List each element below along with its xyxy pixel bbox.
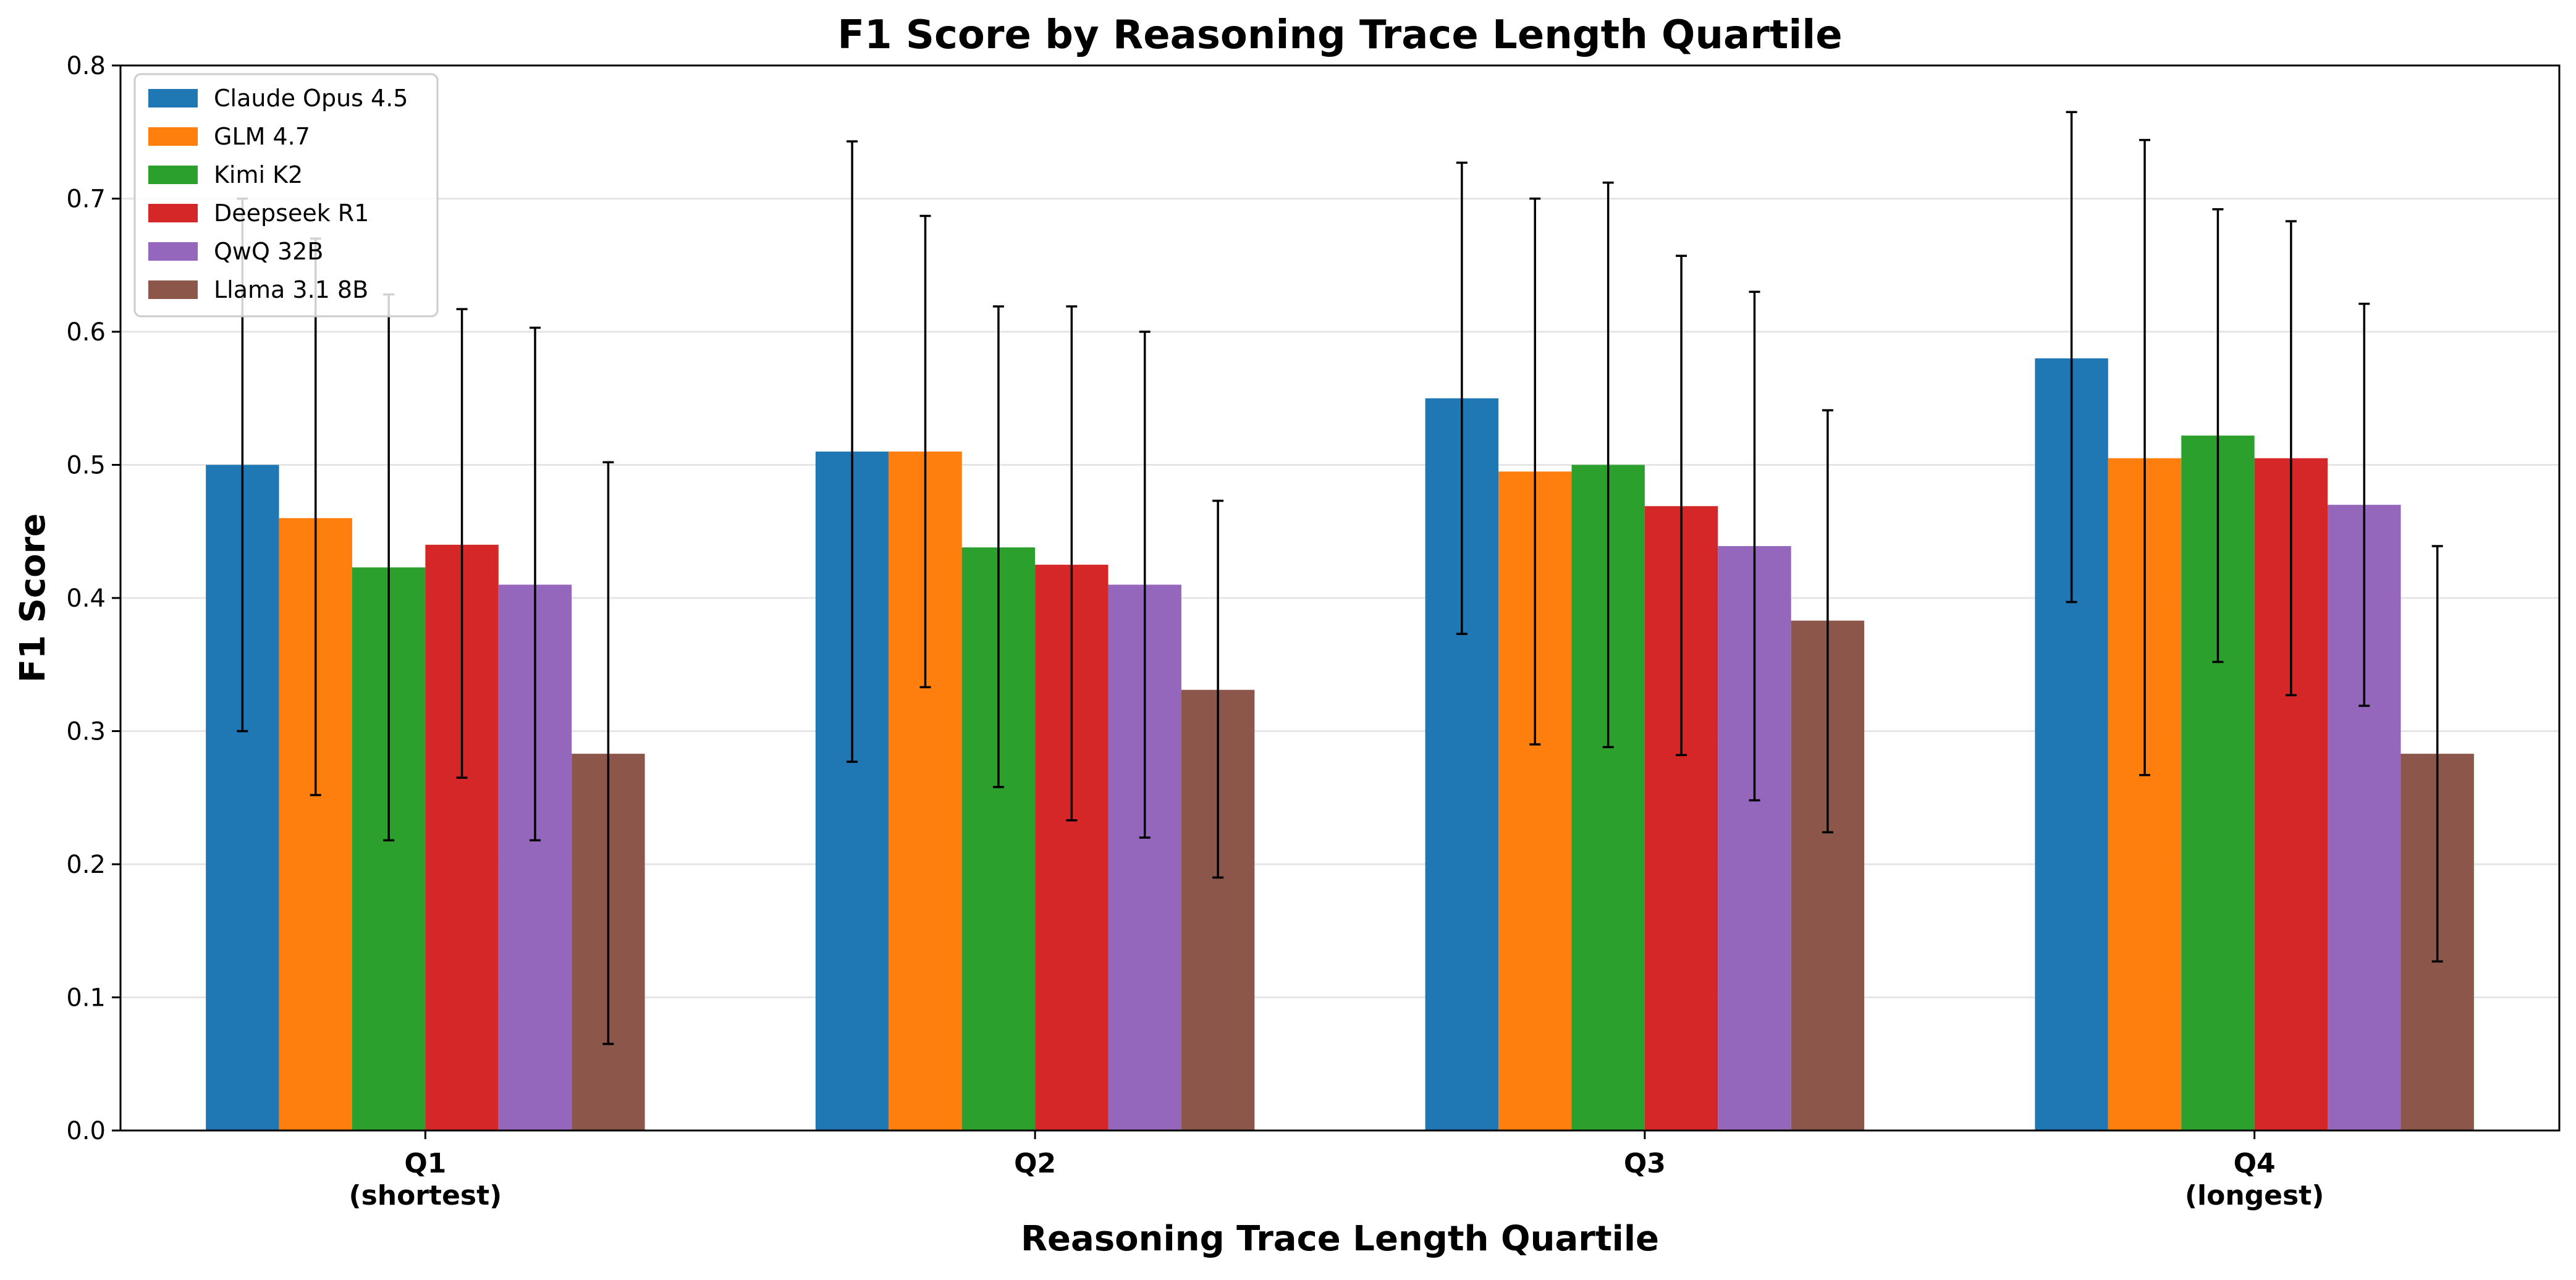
legend-swatch [148, 242, 198, 261]
legend-label: Claude Opus 4.5 [214, 85, 408, 112]
y-tick-label: 0.3 [66, 718, 106, 746]
y-tick-label: 0.4 [66, 584, 106, 613]
legend-swatch [148, 204, 198, 222]
x-tick-label: (longest) [2185, 1180, 2324, 1211]
y-tick-label: 0.5 [66, 452, 106, 480]
y-tick-label: 0.8 [66, 52, 106, 80]
legend-swatch [148, 280, 198, 299]
legend-label: Deepseek R1 [214, 200, 369, 227]
x-tick-label: Q3 [1624, 1148, 1666, 1179]
x-axis: Q1(shortest) Q2 Q3 Q4(longest) [348, 1131, 2324, 1211]
legend-swatch [148, 166, 198, 184]
legend-label: QwQ 32B [214, 238, 323, 265]
y-tick-label: 0.7 [66, 185, 106, 214]
y-tick-label: 0.0 [66, 1117, 106, 1145]
y-axis-label: F1 Score [13, 513, 53, 683]
legend: Claude Opus 4.5 GLM 4.7 Kimi K2 Deepseek R1… [133, 73, 439, 318]
legend-swatch [148, 127, 198, 146]
bars [206, 358, 2474, 1131]
x-tick-label: Q1 [404, 1148, 446, 1179]
x-tick-label: Q2 [1014, 1148, 1056, 1179]
legend-label: Llama 3.1 8B [214, 276, 368, 303]
chart-title: F1 Score by Reasoning Trace Length Quart… [837, 12, 1842, 58]
x-axis-label: Reasoning Trace Length Quartile [1021, 1219, 1659, 1259]
y-tick-label: 0.1 [66, 984, 106, 1013]
legend-label: Kimi K2 [214, 161, 303, 188]
y-tick-label: 0.2 [66, 851, 106, 879]
y-tick-label: 0.6 [66, 318, 106, 347]
y-axis: 0.0 0.1 0.2 0.3 0.4 0.5 0.6 0.7 0.8 [66, 52, 120, 1145]
x-tick-label: Q4 [2234, 1148, 2276, 1179]
legend-label: GLM 4.7 [214, 123, 310, 150]
error-bars [237, 111, 2443, 1045]
legend-box [133, 73, 439, 318]
x-tick-label: (shortest) [348, 1180, 502, 1211]
legend-swatch [148, 89, 198, 107]
